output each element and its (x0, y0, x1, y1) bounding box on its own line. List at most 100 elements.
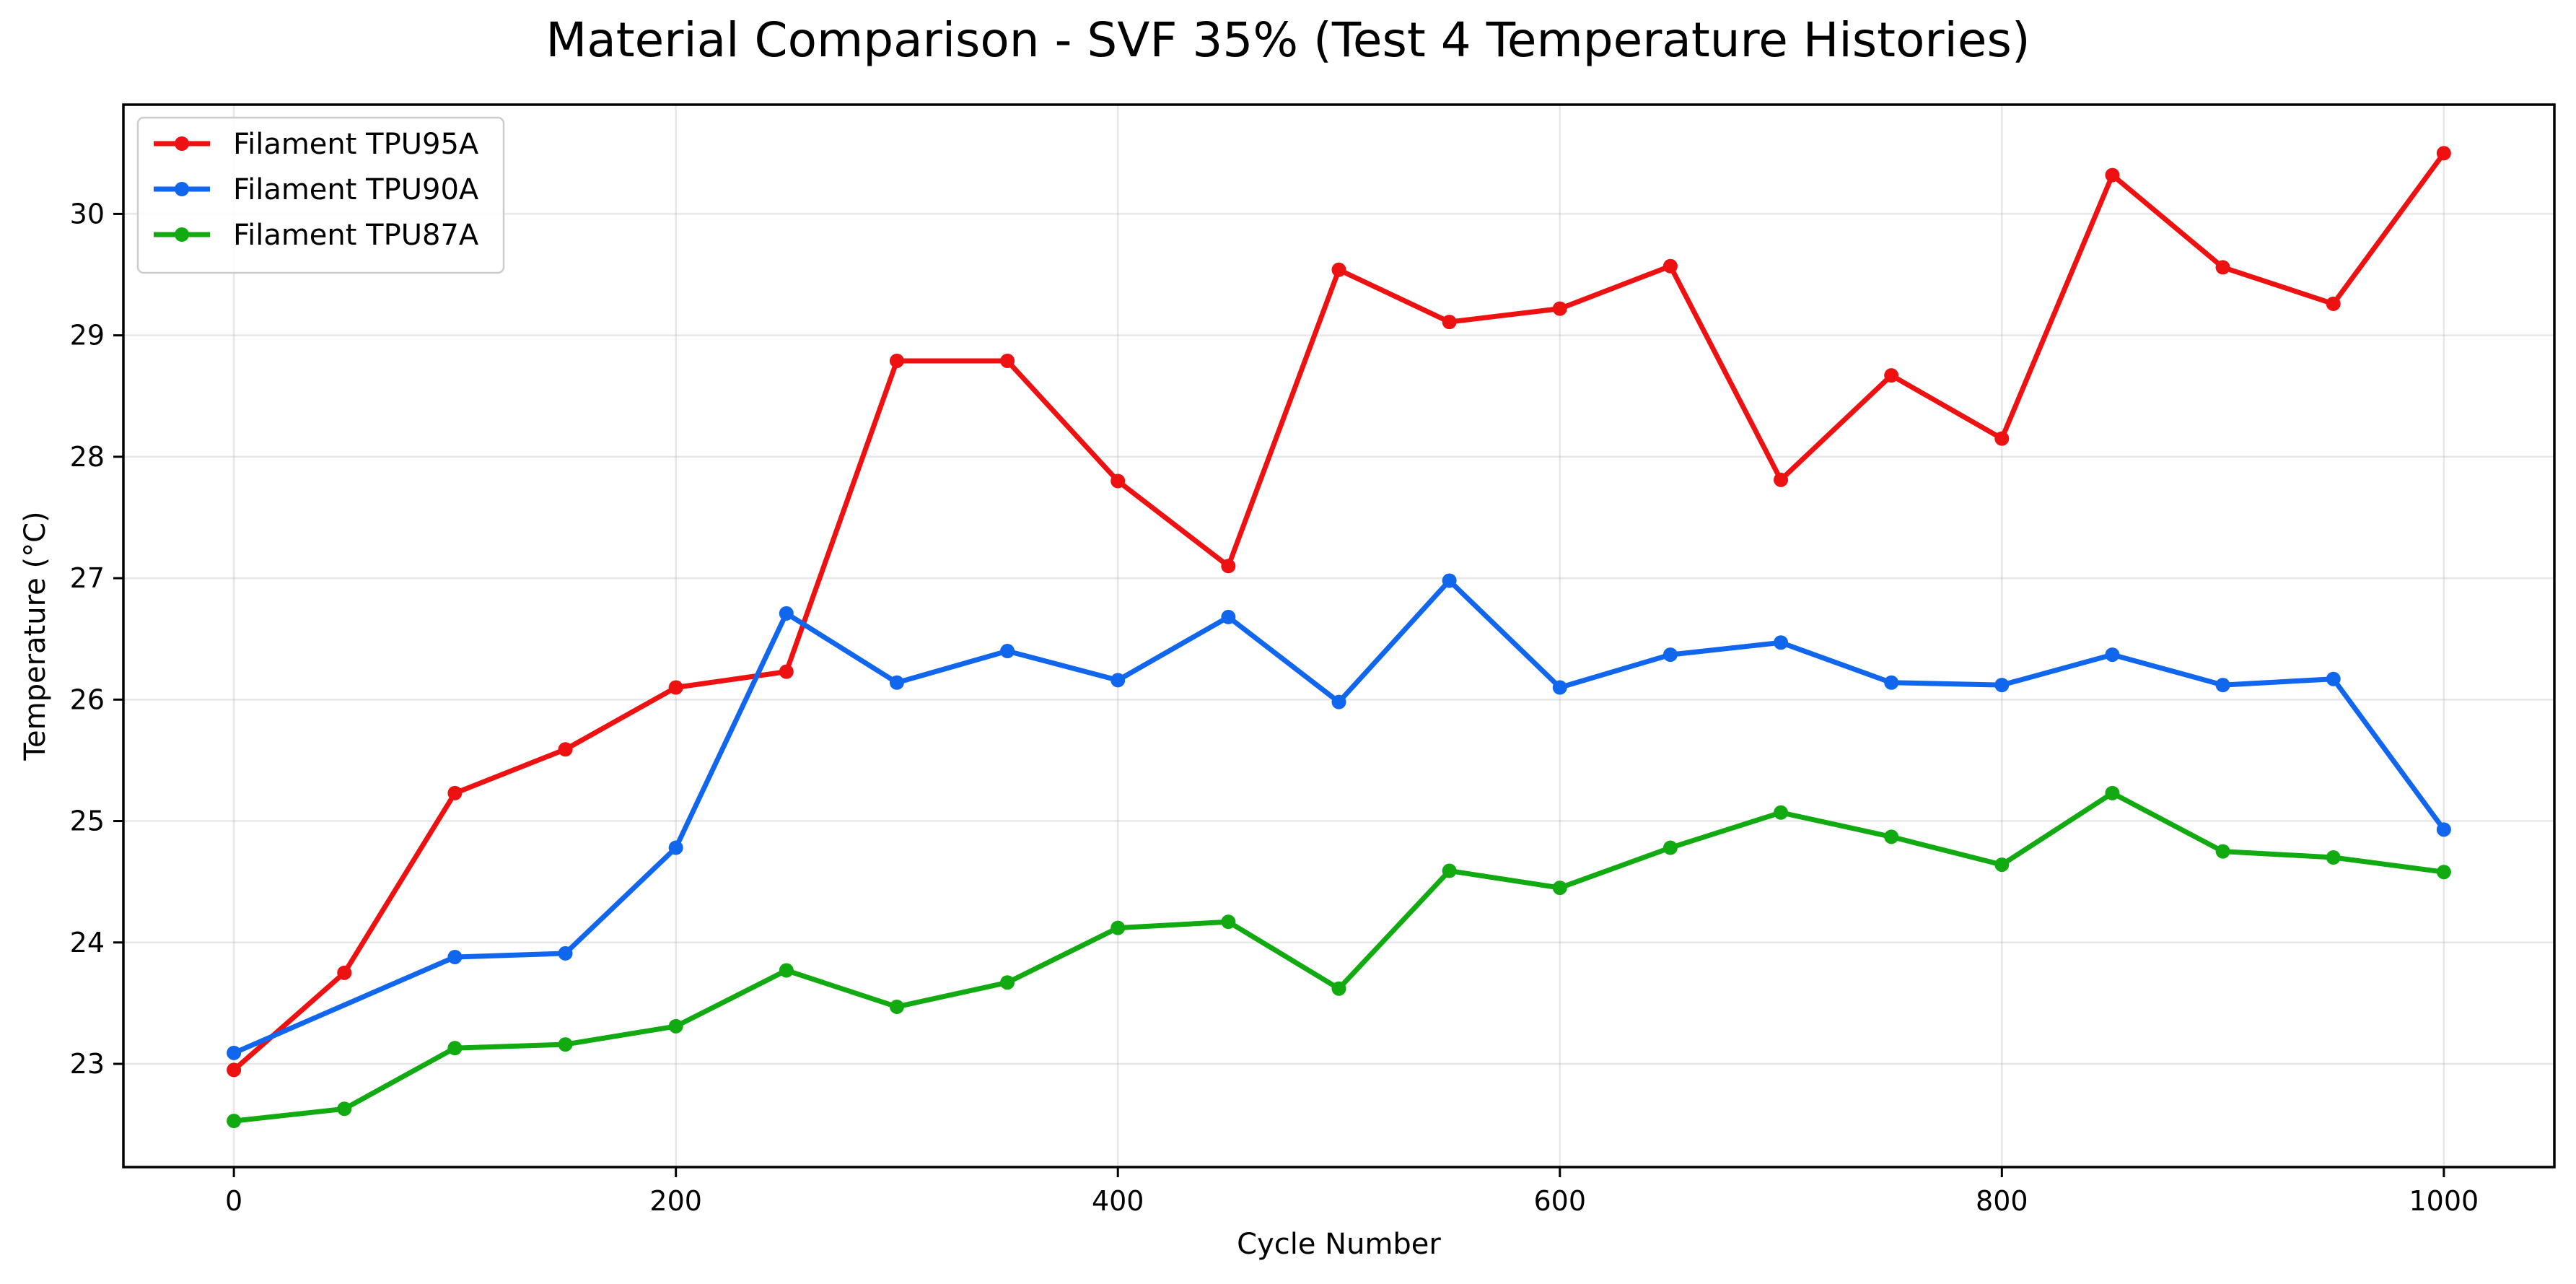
data-point (779, 606, 794, 621)
legend-item: Filament TPU87A (154, 219, 479, 252)
data-point (1000, 975, 1015, 990)
data-point (1221, 914, 1236, 930)
data-point (889, 675, 904, 690)
data-point (1110, 920, 1126, 935)
legend-box (136, 116, 505, 274)
data-point (1662, 840, 1678, 855)
data-point (447, 949, 463, 964)
data-point (1552, 301, 1567, 316)
legend-marker (175, 227, 189, 242)
data-point (2326, 671, 2341, 686)
data-point (2105, 167, 2120, 183)
grid-lines (123, 105, 2554, 1167)
data-point (1884, 675, 1899, 690)
data-point (1331, 981, 1346, 996)
y-axis-label: Temperature (°C) (19, 511, 52, 761)
data-point (1110, 673, 1126, 688)
data-point (1774, 805, 1789, 820)
x-tick-label: 400 (1092, 1185, 1144, 1217)
x-tick-label: 1000 (2409, 1185, 2479, 1217)
data-point (1442, 315, 1457, 330)
y-tick-label: 24 (70, 927, 105, 958)
legend: Filament TPU95A Filament TPU90A Filament T… (136, 116, 505, 274)
data-point (2215, 678, 2230, 693)
data-point (668, 680, 683, 695)
x-tick-label: 600 (1534, 1185, 1587, 1217)
x-tick-label: 200 (649, 1185, 702, 1217)
data-point (2326, 850, 2341, 865)
data-point (2326, 296, 2341, 311)
data-point (2436, 822, 2451, 837)
series-layer (227, 146, 2451, 1129)
legend-label: Filament TPU95A (233, 128, 479, 161)
data-point (2105, 647, 2120, 663)
data-point (889, 353, 904, 368)
data-point (1994, 857, 2010, 873)
data-point (1442, 573, 1457, 588)
y-tick-label: 25 (70, 805, 105, 837)
legend-label: Filament TPU87A (233, 219, 479, 252)
data-point (1994, 431, 2010, 446)
series-1 (227, 146, 2451, 1078)
data-point (447, 1041, 463, 1056)
data-point (779, 664, 794, 679)
data-point (1552, 881, 1567, 896)
data-point (1884, 829, 1899, 844)
data-point (1994, 678, 2010, 693)
data-point (2436, 865, 2451, 880)
data-point (1884, 368, 1899, 383)
series-line (231, 578, 2447, 1056)
y-tick-label: 30 (70, 198, 105, 230)
data-point (337, 1101, 352, 1117)
data-point (2215, 844, 2230, 859)
data-point (668, 840, 683, 855)
data-point (1000, 353, 1015, 368)
data-point (1000, 644, 1015, 659)
data-point (227, 1045, 242, 1060)
data-point (1221, 609, 1236, 624)
legend-marker (175, 182, 189, 196)
legend-item: Filament TPU95A (154, 128, 479, 161)
data-point (1774, 472, 1789, 487)
data-point (2215, 260, 2230, 275)
series-3 (227, 785, 2451, 1129)
y-tick-label: 27 (70, 562, 105, 594)
plot-frame (122, 103, 2556, 1169)
data-point (779, 963, 794, 978)
data-point (227, 1062, 242, 1078)
y-tick-label: 28 (70, 441, 105, 473)
x-tick-label: 0 (225, 1185, 242, 1217)
axis-ticks: 0 200 400 600 800 1000 23 24 25 26 27 28 29 30 (70, 198, 2479, 1217)
series-2 (227, 573, 2451, 1060)
data-point (668, 1018, 683, 1034)
data-point (558, 945, 573, 961)
x-axis-label: Cycle Number (1237, 1228, 1441, 1261)
data-point (227, 1114, 242, 1129)
legend-label: Filament TPU90A (233, 173, 479, 206)
legend-marker (175, 136, 189, 151)
data-point (1442, 863, 1457, 878)
data-point (1331, 694, 1346, 709)
data-point (558, 1037, 573, 1052)
chart-title: Material Comparison - SVF 35% (Test 4 Te… (546, 12, 2030, 68)
legend-item: Filament TPU90A (154, 173, 479, 206)
data-point (1331, 262, 1346, 277)
y-tick-label: 29 (70, 320, 105, 351)
data-point (447, 785, 463, 800)
data-point (1110, 473, 1126, 489)
data-point (1552, 680, 1567, 695)
data-point (2436, 146, 2451, 161)
y-tick-label: 26 (70, 684, 105, 715)
data-point (558, 742, 573, 757)
data-point (1662, 647, 1678, 663)
y-tick-label: 23 (70, 1048, 105, 1080)
data-point (889, 999, 904, 1014)
data-point (1221, 559, 1236, 574)
data-point (1774, 635, 1789, 650)
data-point (2105, 785, 2120, 800)
series-line (231, 150, 2447, 1073)
data-point (337, 965, 352, 980)
data-point (1662, 258, 1678, 274)
x-tick-label: 800 (1976, 1185, 2028, 1217)
